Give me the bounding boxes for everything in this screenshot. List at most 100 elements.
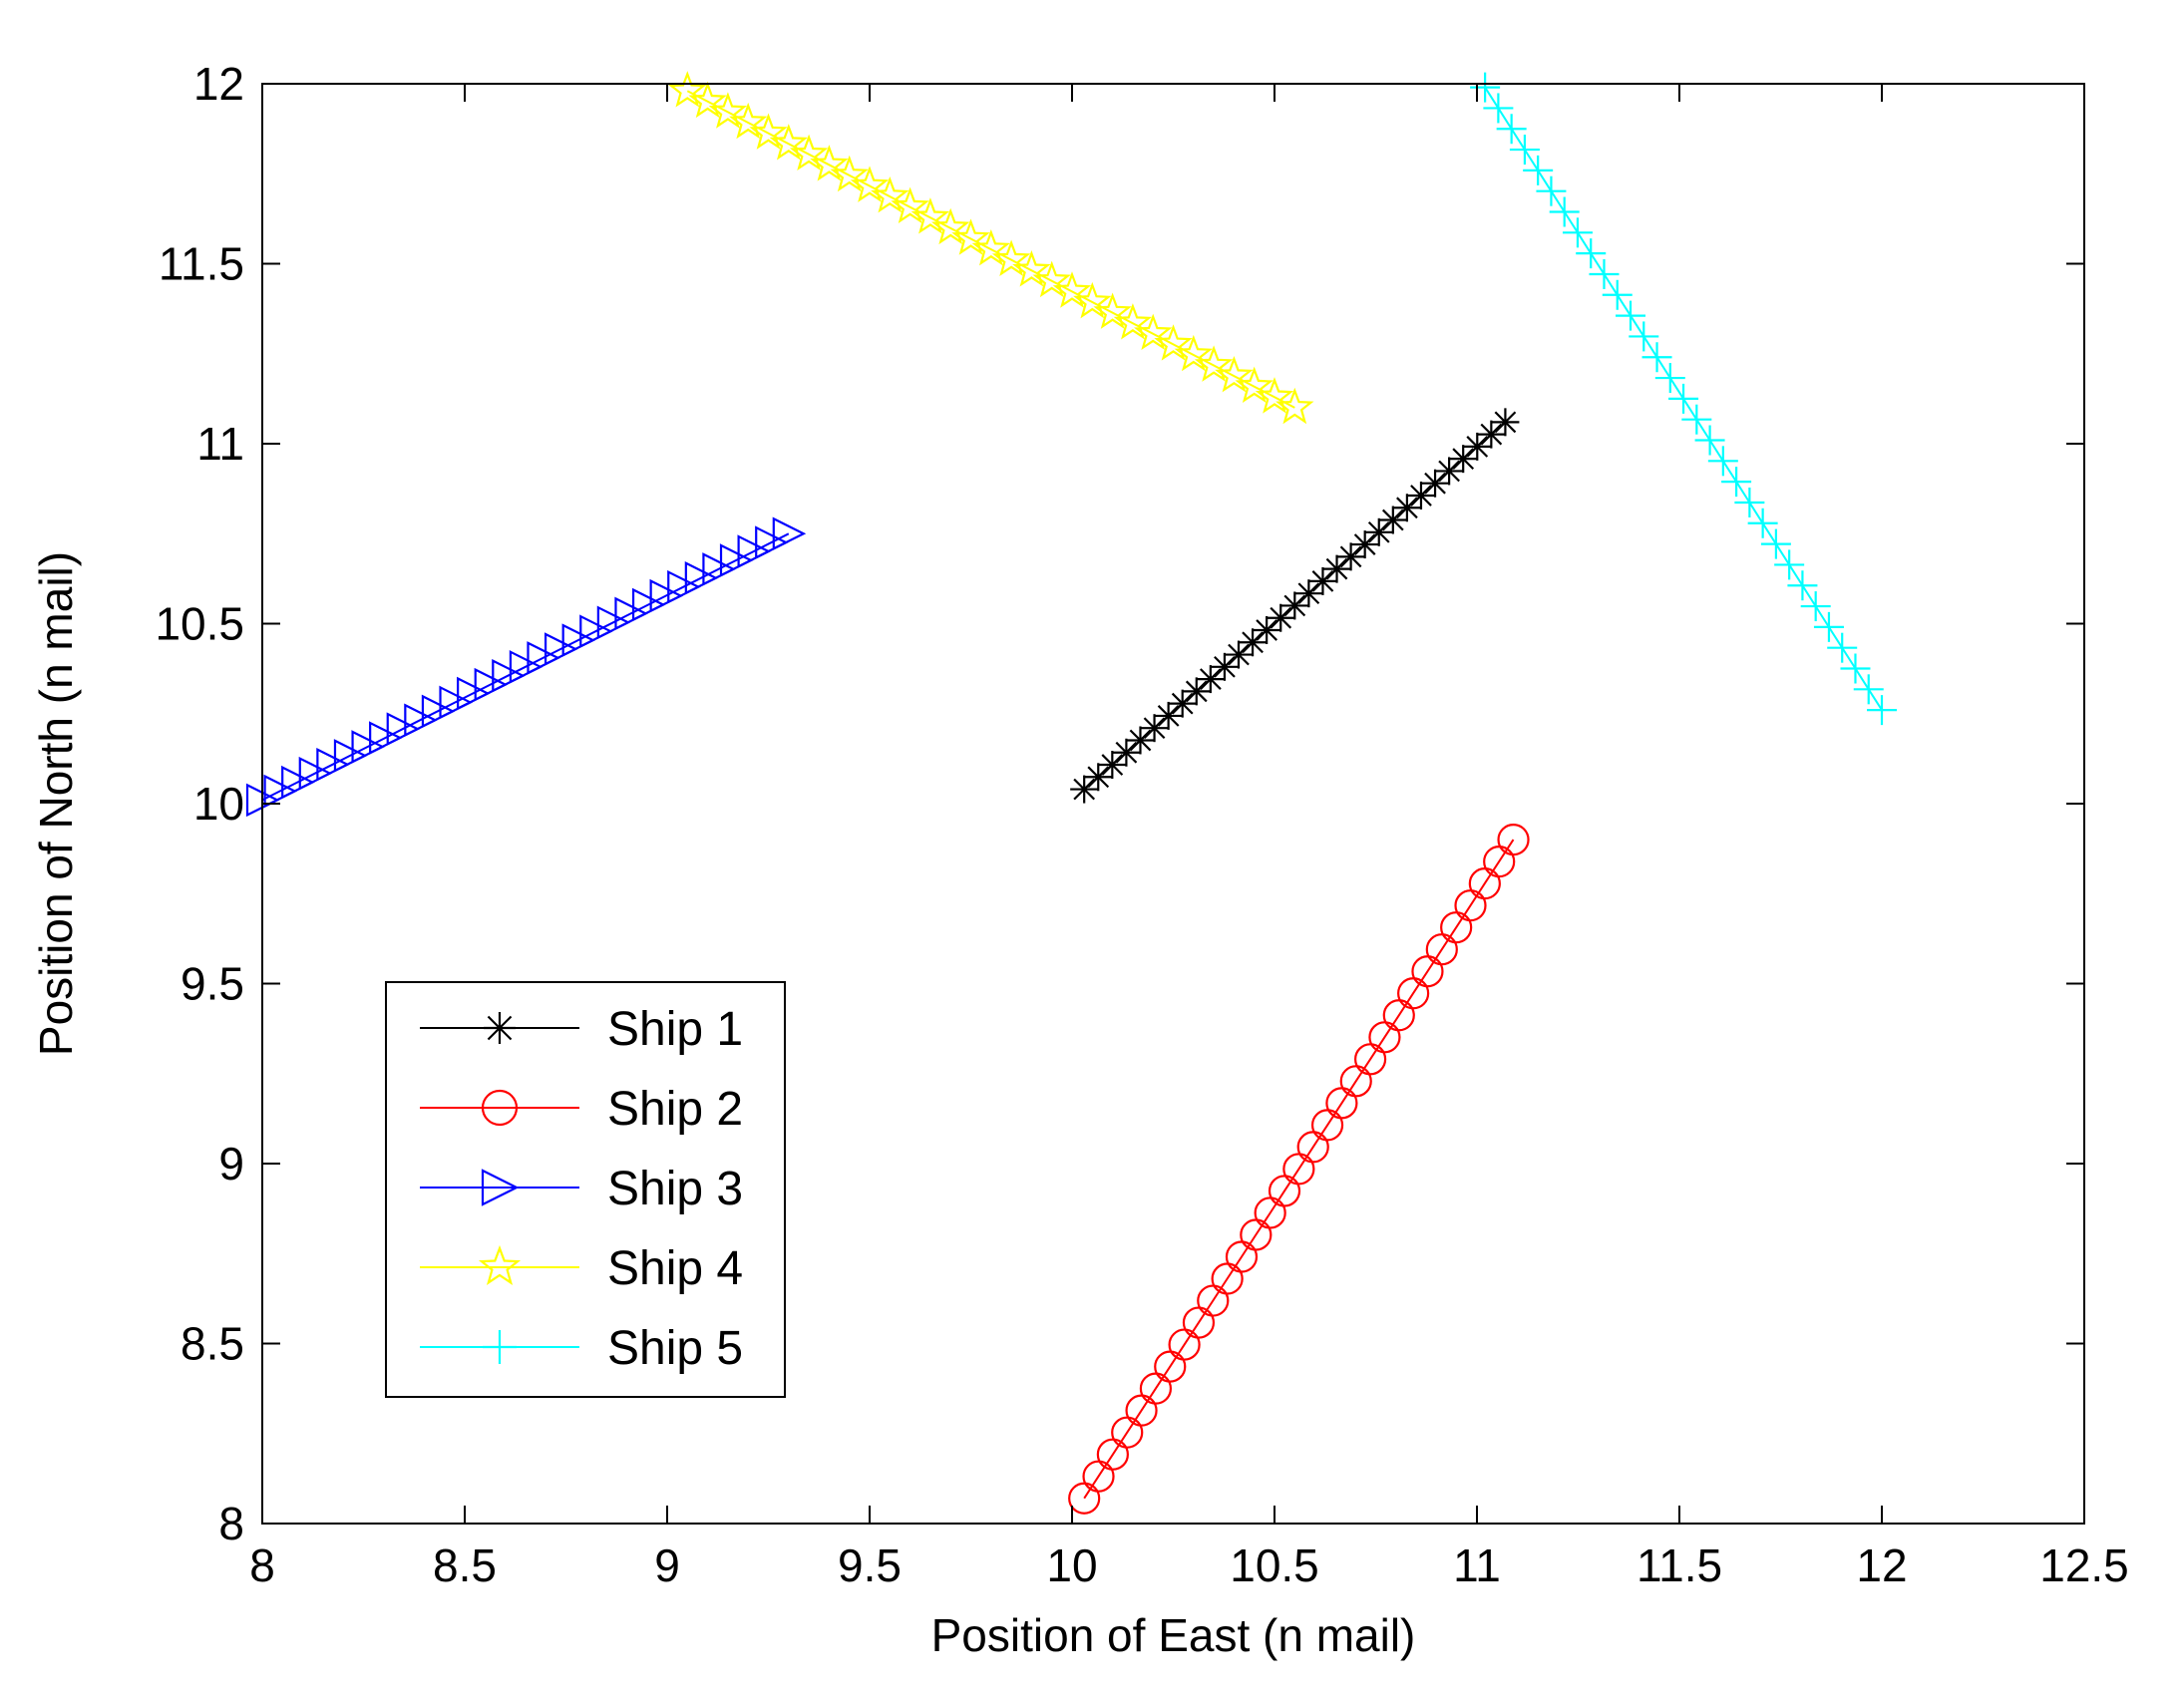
data-point bbox=[1707, 446, 1738, 477]
data-point bbox=[281, 765, 315, 800]
data-point bbox=[1813, 611, 1844, 642]
y-tick-label: 9 bbox=[218, 1138, 244, 1190]
data-point bbox=[708, 92, 748, 129]
data-point bbox=[1536, 175, 1567, 206]
data-point bbox=[1134, 313, 1173, 351]
data-point bbox=[931, 207, 970, 245]
data-point bbox=[1463, 432, 1492, 461]
x-tick-label: 9 bbox=[654, 1539, 680, 1591]
data-point bbox=[971, 228, 1010, 266]
data-point bbox=[1253, 615, 1281, 644]
data-point bbox=[1576, 238, 1607, 269]
ticks-layer: 8 8.5 9 9.5 10 10.5 11 11.5 12 12.5 8 8.5 9 9.5 10 10.5… bbox=[155, 58, 2128, 1591]
data-point bbox=[910, 197, 950, 234]
series-4 bbox=[668, 71, 1314, 425]
data-point bbox=[772, 516, 807, 551]
data-point bbox=[1477, 420, 1506, 449]
data-point bbox=[1210, 652, 1239, 681]
data-point bbox=[1483, 93, 1514, 124]
data-point bbox=[631, 587, 666, 622]
legend-label: Ship 3 bbox=[607, 1163, 743, 1215]
data-point bbox=[474, 667, 509, 702]
data-point bbox=[481, 1169, 520, 1206]
y-tick-label: 9.5 bbox=[181, 958, 244, 1010]
data-point bbox=[1255, 377, 1294, 414]
data-point bbox=[702, 552, 736, 586]
series-3 bbox=[245, 516, 807, 818]
data-point bbox=[481, 1089, 519, 1127]
data-point bbox=[1602, 279, 1633, 310]
data-point bbox=[1182, 677, 1211, 706]
x-tick-label: 12.5 bbox=[2039, 1539, 2129, 1591]
data-point bbox=[1734, 487, 1765, 517]
data-point bbox=[1032, 260, 1071, 298]
data-point bbox=[1853, 674, 1884, 705]
data-point bbox=[316, 747, 350, 782]
x-axis-label: Position of East (n mail) bbox=[931, 1609, 1416, 1661]
y-tick-label: 11 bbox=[196, 418, 244, 470]
data-point bbox=[871, 175, 910, 213]
data-point bbox=[1470, 72, 1501, 103]
data-point bbox=[1641, 342, 1672, 373]
series-5 bbox=[1470, 72, 1897, 726]
y-tick-label: 11.5 bbox=[159, 238, 244, 290]
data-point bbox=[457, 676, 491, 711]
data-point bbox=[1616, 300, 1646, 331]
data-point bbox=[789, 134, 829, 171]
data-point bbox=[1280, 591, 1309, 620]
data-point bbox=[1215, 355, 1254, 393]
legend-label: Ship 4 bbox=[607, 1242, 743, 1295]
data-point bbox=[369, 721, 403, 755]
data-point bbox=[1497, 823, 1530, 856]
data-point bbox=[737, 534, 772, 568]
data-point bbox=[1336, 542, 1365, 571]
data-point bbox=[1194, 345, 1234, 382]
series-line bbox=[261, 532, 790, 802]
data-point bbox=[439, 685, 473, 720]
y-tick-label: 12 bbox=[193, 58, 244, 110]
data-point bbox=[1435, 457, 1464, 486]
data-point bbox=[810, 145, 849, 181]
data-point bbox=[1154, 701, 1183, 730]
data-point bbox=[1073, 281, 1112, 319]
data-point bbox=[1800, 591, 1831, 622]
data-point bbox=[1364, 517, 1393, 546]
legend-label: Ship 1 bbox=[607, 1003, 743, 1056]
data-point bbox=[404, 703, 438, 738]
data-point bbox=[1589, 258, 1620, 289]
data-point bbox=[1070, 775, 1099, 804]
x-tick-label: 8.5 bbox=[433, 1539, 497, 1591]
data-point bbox=[1168, 689, 1197, 718]
data-point bbox=[1012, 250, 1051, 287]
legend-box bbox=[385, 981, 786, 1398]
data-point bbox=[850, 166, 890, 202]
data-point bbox=[351, 730, 386, 764]
data-point bbox=[1267, 603, 1295, 632]
data-point bbox=[1654, 363, 1685, 394]
data-point bbox=[1098, 751, 1127, 780]
data-point bbox=[263, 774, 298, 809]
data-point bbox=[1840, 653, 1871, 684]
data-point bbox=[1867, 695, 1897, 726]
x-tick-label: 12 bbox=[1856, 1539, 1907, 1591]
data-point bbox=[729, 102, 768, 140]
series-layer bbox=[245, 71, 1897, 1515]
data-point bbox=[1174, 334, 1213, 372]
data-point bbox=[1421, 469, 1450, 498]
data-point bbox=[1406, 481, 1435, 510]
data-point bbox=[1196, 665, 1225, 694]
data-point bbox=[527, 641, 560, 675]
data-point bbox=[1350, 530, 1379, 559]
data-point bbox=[1154, 324, 1193, 361]
data-point bbox=[484, 1012, 516, 1044]
data-point bbox=[492, 658, 526, 693]
data-point bbox=[1378, 506, 1407, 534]
series-2 bbox=[1068, 823, 1530, 1515]
series-1 bbox=[1070, 408, 1520, 804]
x-tick-label: 11.5 bbox=[1637, 1539, 1722, 1591]
x-tick-label: 8 bbox=[249, 1539, 275, 1591]
data-point bbox=[1509, 135, 1540, 166]
data-point bbox=[1112, 738, 1141, 767]
data-point bbox=[1239, 628, 1268, 657]
